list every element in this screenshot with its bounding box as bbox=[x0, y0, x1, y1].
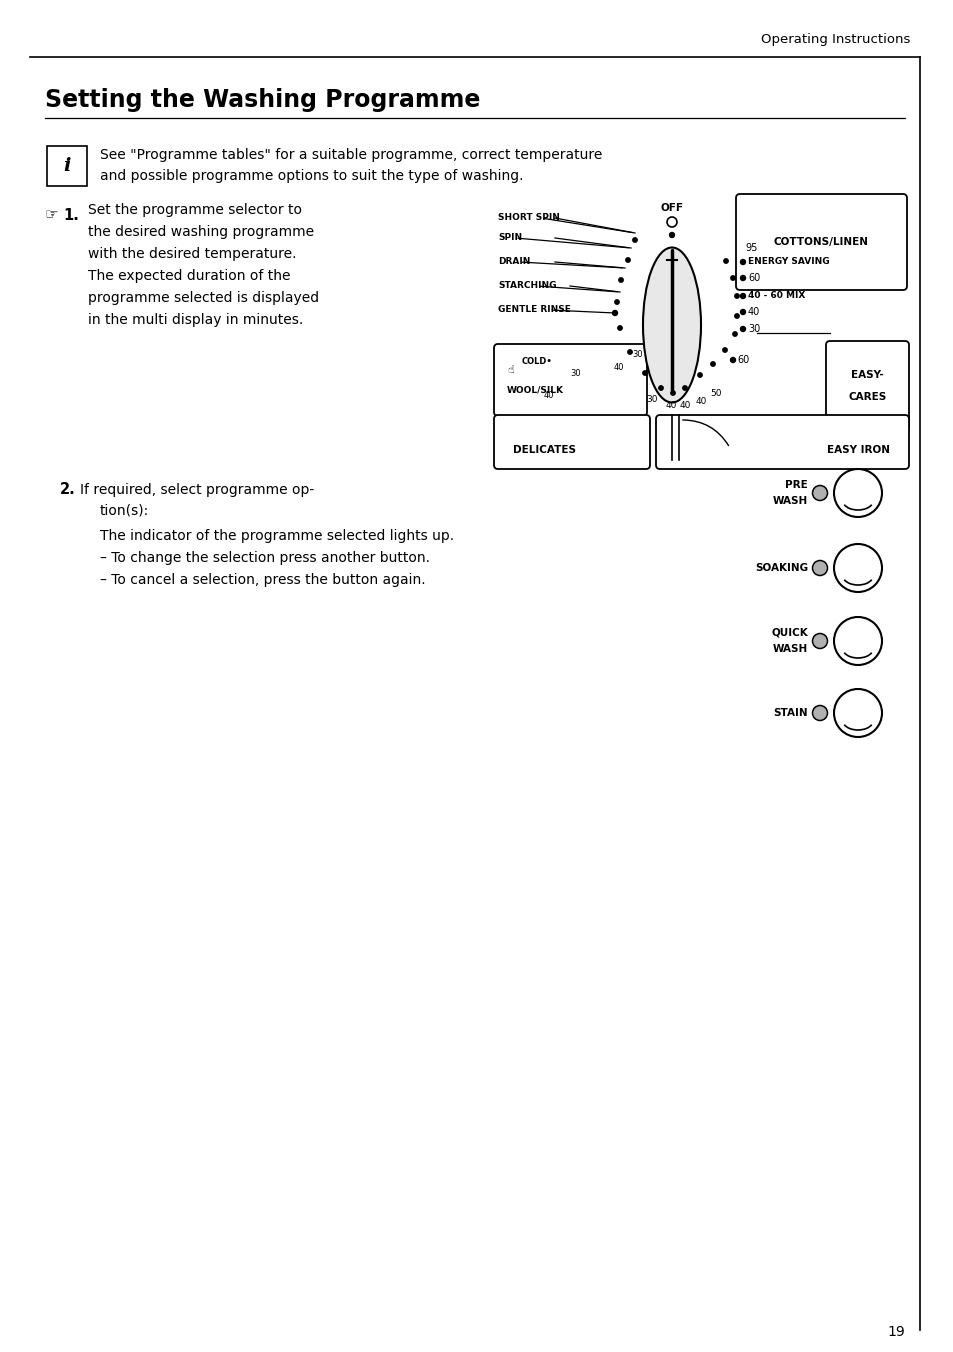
Circle shape bbox=[669, 233, 674, 238]
FancyBboxPatch shape bbox=[494, 343, 646, 416]
Text: PRE: PRE bbox=[784, 480, 807, 489]
Text: QUICK: QUICK bbox=[770, 627, 807, 638]
Circle shape bbox=[732, 331, 737, 337]
Text: 1.: 1. bbox=[63, 207, 79, 223]
Text: 19: 19 bbox=[886, 1325, 904, 1338]
FancyBboxPatch shape bbox=[47, 146, 87, 187]
FancyBboxPatch shape bbox=[494, 415, 649, 469]
Circle shape bbox=[740, 326, 744, 331]
Text: Operating Instructions: Operating Instructions bbox=[760, 34, 909, 46]
Text: 30: 30 bbox=[569, 369, 580, 379]
Text: 60: 60 bbox=[747, 273, 760, 283]
Text: 60: 60 bbox=[737, 356, 748, 365]
Text: 2.: 2. bbox=[60, 483, 75, 498]
Text: Setting the Washing Programme: Setting the Washing Programme bbox=[45, 88, 480, 112]
Circle shape bbox=[833, 617, 882, 665]
Text: EASY IRON: EASY IRON bbox=[826, 445, 889, 456]
Text: The expected duration of the: The expected duration of the bbox=[88, 269, 291, 283]
Text: tion(s):: tion(s): bbox=[100, 504, 149, 518]
FancyBboxPatch shape bbox=[825, 341, 908, 431]
Text: ☝: ☝ bbox=[506, 365, 514, 375]
Text: ENERGY SAVING: ENERGY SAVING bbox=[747, 257, 829, 266]
Text: If required, select programme op-: If required, select programme op- bbox=[80, 483, 314, 498]
Text: 40: 40 bbox=[664, 402, 676, 411]
Text: 40: 40 bbox=[695, 397, 706, 407]
Circle shape bbox=[833, 469, 882, 516]
Circle shape bbox=[670, 391, 675, 395]
Text: COLD•: COLD• bbox=[521, 357, 553, 366]
Text: SHORT SPIN: SHORT SPIN bbox=[497, 214, 559, 223]
Text: COTTONS/LINEN: COTTONS/LINEN bbox=[773, 237, 868, 247]
Circle shape bbox=[614, 300, 618, 304]
Text: 30: 30 bbox=[747, 324, 760, 334]
Text: EASY-: EASY- bbox=[850, 370, 882, 380]
Text: 40: 40 bbox=[543, 392, 554, 400]
FancyBboxPatch shape bbox=[656, 415, 908, 469]
Circle shape bbox=[697, 373, 701, 377]
Text: ☞: ☞ bbox=[45, 207, 58, 223]
Circle shape bbox=[618, 326, 621, 330]
Text: STARCHING: STARCHING bbox=[497, 281, 556, 291]
Text: CARES: CARES bbox=[847, 392, 885, 402]
Circle shape bbox=[812, 706, 826, 721]
Text: in the multi display in minutes.: in the multi display in minutes. bbox=[88, 314, 303, 327]
Text: the desired washing programme: the desired washing programme bbox=[88, 224, 314, 239]
Text: – To change the selection press another button.: – To change the selection press another … bbox=[100, 552, 430, 565]
Text: 30: 30 bbox=[645, 396, 657, 404]
Text: GENTLE RINSE: GENTLE RINSE bbox=[497, 306, 570, 315]
Text: and possible programme options to suit the type of washing.: and possible programme options to suit t… bbox=[100, 169, 523, 183]
Text: See "Programme tables" for a suitable programme, correct temperature: See "Programme tables" for a suitable pr… bbox=[100, 147, 601, 162]
Text: 30: 30 bbox=[631, 350, 642, 360]
Circle shape bbox=[812, 634, 826, 649]
Circle shape bbox=[625, 258, 630, 262]
Circle shape bbox=[723, 258, 727, 264]
Circle shape bbox=[618, 277, 622, 283]
Circle shape bbox=[632, 238, 637, 242]
Circle shape bbox=[740, 293, 744, 299]
Text: STAIN: STAIN bbox=[773, 708, 807, 718]
Text: with the desired temperature.: with the desired temperature. bbox=[88, 247, 296, 261]
Circle shape bbox=[833, 544, 882, 592]
Circle shape bbox=[833, 690, 882, 737]
Circle shape bbox=[642, 370, 646, 376]
Text: The indicator of the programme selected lights up.: The indicator of the programme selected … bbox=[100, 529, 454, 544]
Circle shape bbox=[812, 485, 826, 500]
Circle shape bbox=[666, 218, 677, 227]
Text: Set the programme selector to: Set the programme selector to bbox=[88, 203, 302, 218]
Circle shape bbox=[722, 347, 726, 353]
Text: OFF: OFF bbox=[659, 203, 682, 214]
Circle shape bbox=[740, 310, 744, 315]
Text: programme selected is displayed: programme selected is displayed bbox=[88, 291, 319, 306]
Text: WASH: WASH bbox=[772, 644, 807, 654]
Circle shape bbox=[734, 314, 739, 318]
Circle shape bbox=[682, 385, 686, 391]
Circle shape bbox=[710, 362, 715, 366]
Text: 40: 40 bbox=[747, 307, 760, 316]
Text: SPIN: SPIN bbox=[497, 234, 521, 242]
Text: WOOL/SILK: WOOL/SILK bbox=[506, 385, 563, 395]
Text: WASH: WASH bbox=[772, 496, 807, 506]
Circle shape bbox=[627, 350, 632, 354]
Circle shape bbox=[659, 385, 662, 391]
Circle shape bbox=[730, 276, 735, 280]
Circle shape bbox=[812, 561, 826, 576]
Circle shape bbox=[612, 311, 617, 315]
Text: 50: 50 bbox=[709, 389, 721, 399]
Circle shape bbox=[730, 357, 735, 362]
Text: SOAKING: SOAKING bbox=[754, 562, 807, 573]
Text: 40: 40 bbox=[679, 402, 690, 411]
Text: – To cancel a selection, press the button again.: – To cancel a selection, press the butto… bbox=[100, 573, 425, 587]
Text: 40: 40 bbox=[614, 364, 624, 373]
Text: DELICATES: DELICATES bbox=[513, 445, 576, 456]
Ellipse shape bbox=[642, 247, 700, 403]
FancyBboxPatch shape bbox=[735, 193, 906, 289]
Text: i: i bbox=[63, 157, 71, 174]
Text: DRAIN: DRAIN bbox=[497, 257, 530, 266]
Circle shape bbox=[740, 260, 744, 265]
Text: 95: 95 bbox=[744, 243, 757, 253]
Text: 40 - 60 MIX: 40 - 60 MIX bbox=[747, 292, 804, 300]
Circle shape bbox=[734, 293, 739, 299]
Circle shape bbox=[740, 276, 744, 280]
